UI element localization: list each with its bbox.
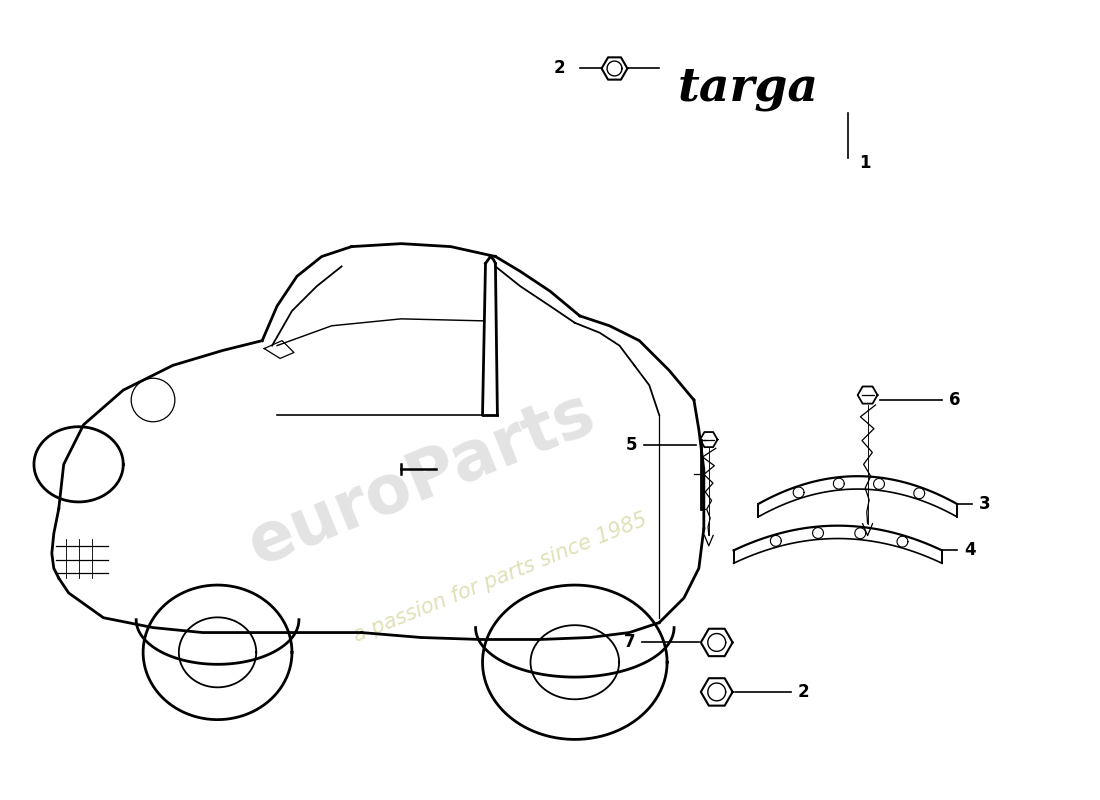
Text: 3: 3 [979, 495, 990, 513]
Text: 2: 2 [799, 683, 810, 701]
Text: 1: 1 [859, 154, 871, 171]
Text: 6: 6 [949, 391, 960, 409]
Text: euroParts: euroParts [238, 380, 604, 578]
Text: 2: 2 [554, 59, 565, 78]
Text: 7: 7 [624, 634, 636, 651]
Text: 5: 5 [626, 435, 637, 454]
Text: targa: targa [678, 66, 820, 111]
Text: a passion for parts since 1985: a passion for parts since 1985 [351, 510, 650, 646]
Text: 4: 4 [964, 542, 976, 559]
